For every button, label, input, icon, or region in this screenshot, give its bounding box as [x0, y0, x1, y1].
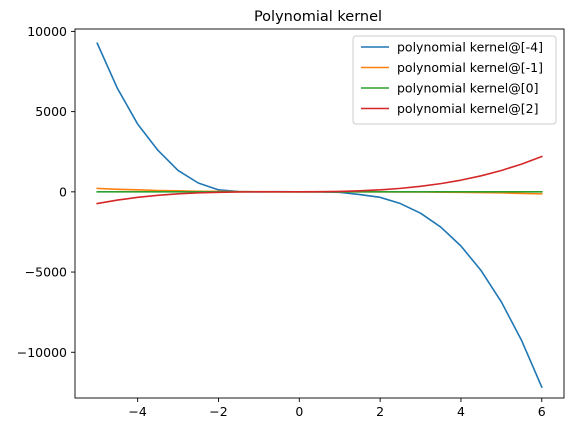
x-tick-label: 6 [538, 404, 546, 419]
legend-box [352, 35, 557, 125]
x-tick-label: −4 [128, 404, 146, 419]
chart-title: Polynomial kernel [254, 9, 382, 25]
y-tick-label: −10000 [17, 345, 67, 360]
y-tick-label: −5000 [25, 265, 67, 280]
y-tick-label: 5000 [35, 104, 67, 119]
x-tick-label: −2 [209, 404, 227, 419]
legend: polynomial kernel@[-4] polynomial kernel@… [352, 35, 557, 125]
series-lines [96, 42, 543, 389]
plot-frame [74, 28, 565, 399]
legend-label-1: polynomial kernel@[-1] [397, 60, 543, 75]
y-tick-label: 0 [59, 184, 67, 199]
x-tick-label: 0 [295, 404, 303, 419]
series-line-3 [96, 155, 543, 205]
x-tick-label: 2 [376, 404, 384, 419]
legend-label-0: polynomial kernel@[-4] [397, 40, 543, 55]
x-tick-label: 4 [457, 404, 465, 419]
legend-label-2: polynomial kernel@[0] [397, 81, 538, 96]
axes: −4 −2 0 2 4 6 −10000 −5000 0 5000 10000 [17, 24, 565, 419]
legend-label-3: polynomial kernel@[2] [397, 101, 538, 116]
y-tick-label: 10000 [27, 24, 67, 39]
